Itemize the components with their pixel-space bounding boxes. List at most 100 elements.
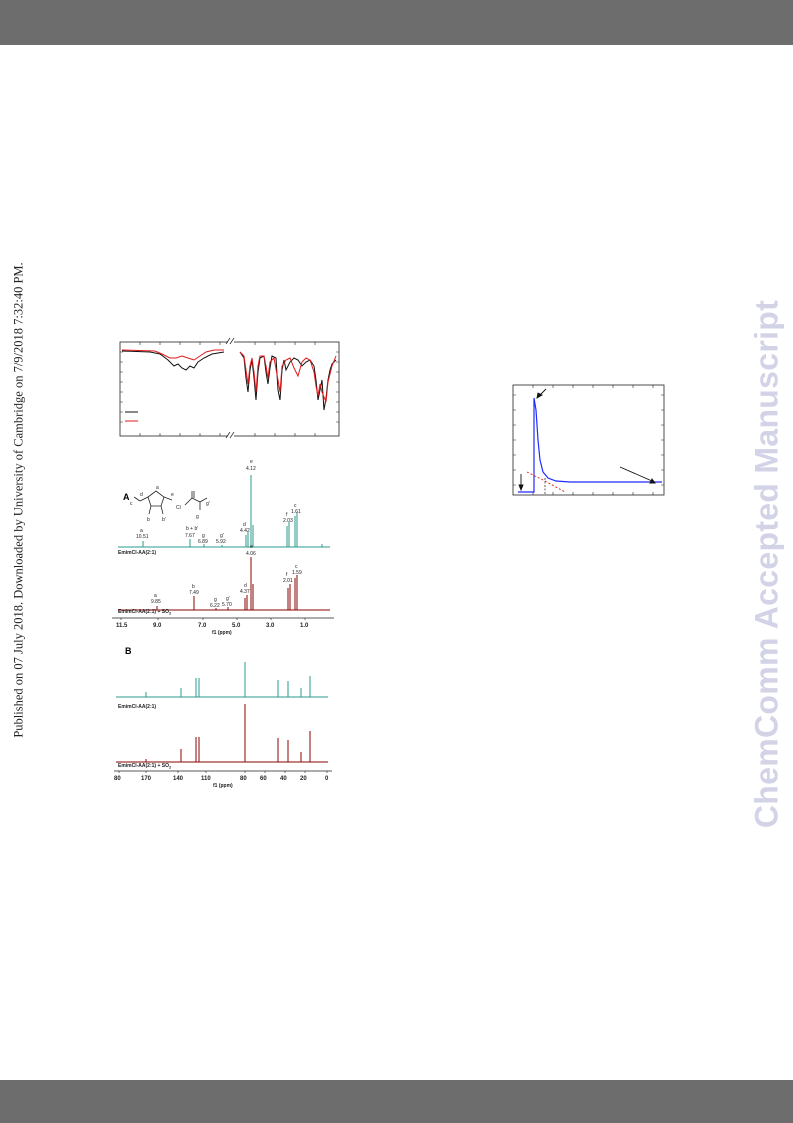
nmr-1h-top-trace-label: EmimCl-AA(2:1)	[118, 550, 156, 556]
svg-text:g: g	[202, 533, 205, 539]
bottom-banner	[0, 1080, 793, 1123]
arrows	[518, 388, 656, 492]
svg-text:4.06: 4.06	[246, 551, 256, 557]
svg-text:10.51: 10.51	[136, 534, 149, 540]
tick-label: 80	[240, 776, 247, 782]
svg-text:9.85: 9.85	[151, 599, 161, 605]
top-banner	[0, 0, 793, 45]
tick-label: 60	[260, 776, 267, 782]
nmr-1h-bottom-trace-label: EmimCl-AA(2:1) + SO2	[118, 609, 172, 616]
svg-text:5.70: 5.70	[222, 602, 232, 608]
svg-text:4.37: 4.37	[240, 589, 250, 595]
svg-text:e: e	[171, 492, 174, 498]
nmr-13c-top-trace-label: EmimCl-AA(2:1)	[118, 704, 156, 710]
svg-text:g: g	[214, 597, 217, 603]
svg-text:g: g	[196, 514, 199, 520]
tick-label: 80	[114, 776, 121, 782]
tick-label: 140	[173, 776, 184, 782]
svg-text:7.49: 7.49	[189, 590, 199, 596]
peak-label: g6.22	[210, 597, 220, 609]
svg-text:2.01: 2.01	[283, 578, 293, 584]
peak-label: g'5.92	[216, 533, 226, 545]
axis-label: f1 (ppm)	[213, 783, 233, 789]
svg-text:d: d	[243, 522, 246, 528]
tick-label: 1.0	[300, 623, 309, 629]
svg-text:a: a	[140, 528, 143, 534]
svg-text:1.61: 1.61	[291, 509, 301, 515]
svg-text:b: b	[147, 517, 150, 523]
svg-text:6.89: 6.89	[198, 539, 208, 545]
svg-text:d: d	[140, 492, 143, 498]
svg-text:e: e	[250, 459, 253, 465]
peak-label: g6.89	[198, 533, 208, 545]
peak-label: d4.42	[240, 522, 250, 534]
axis-label: f1 (ppm)	[212, 630, 232, 636]
tick-label: 3.0	[266, 623, 275, 629]
nmr-1h-top-peaks: a10.51 b + b'7.67 g6.89 g'5.92 d4.42 e4.…	[136, 459, 301, 545]
nmr-13c-axis: 80 170 140 110 80 60 40 20 0 f1 (ppm)	[114, 770, 332, 789]
absorption-frame	[512, 384, 665, 496]
svg-text:f: f	[286, 512, 288, 518]
panel-label-a: A	[123, 492, 130, 502]
ftir-trace-red	[121, 349, 337, 403]
tick-label: 5.0	[232, 623, 241, 629]
nmr-1h-top-trace	[118, 475, 330, 548]
peak-label: g'5.70	[222, 596, 232, 608]
tick-label: 9.0	[153, 623, 162, 629]
svg-text:b': b'	[162, 517, 166, 523]
peak-label: e4.12	[246, 459, 256, 472]
svg-text:b: b	[192, 584, 195, 590]
peak-label: f2.01	[283, 572, 293, 584]
svg-text:a: a	[154, 593, 157, 599]
nmr-13c-top-trace	[116, 662, 328, 698]
ftir-frame	[119, 337, 340, 440]
svg-text:c: c	[130, 501, 133, 507]
peak-label: d4.37	[240, 583, 250, 595]
panel-label-b: B	[125, 646, 132, 656]
tick-label: 11.5	[116, 623, 128, 629]
tick-label: 40	[280, 776, 287, 782]
peak-label: b7.49	[189, 584, 199, 596]
peak-label: e4.06	[246, 544, 256, 557]
svg-text:a: a	[156, 485, 159, 491]
absorption-curve	[518, 397, 662, 493]
svg-text:4.12: 4.12	[246, 466, 256, 472]
svg-text:6.22: 6.22	[210, 603, 220, 609]
structure-drawing	[133, 490, 208, 515]
peak-label: a10.51	[136, 528, 149, 540]
nmr-13c-bottom-trace	[116, 704, 328, 763]
svg-text:4.42: 4.42	[240, 528, 250, 534]
structure-labels: c d e b b' a Cl g g'	[130, 485, 210, 523]
tick-label: 7.0	[198, 623, 207, 629]
svg-text:e: e	[250, 544, 253, 550]
svg-text:1.59: 1.59	[292, 570, 302, 576]
svg-text:d: d	[244, 583, 247, 589]
nmr-1h-axis: 11.5 9.0 7.0 5.0 3.0 1.0 f1 (ppm)	[112, 617, 334, 636]
svg-text:7.67: 7.67	[185, 533, 195, 539]
peak-label: c1.61	[291, 503, 301, 515]
tick-label: 110	[201, 776, 211, 782]
peak-label: c1.59	[292, 564, 302, 576]
svg-text:2.03: 2.03	[283, 518, 293, 524]
tick-label: 170	[141, 776, 152, 782]
svg-text:5.92: 5.92	[216, 539, 226, 545]
svg-text:c: c	[294, 503, 297, 509]
peak-label: a9.85	[151, 593, 161, 605]
svg-text:f: f	[286, 572, 288, 578]
tick-label: 20	[300, 776, 307, 782]
svg-text:g': g'	[226, 596, 230, 602]
nmr-1h-bottom-trace	[118, 557, 330, 611]
svg-text:g': g'	[206, 501, 210, 507]
svg-text:b + b': b + b'	[186, 526, 198, 532]
svg-text:Cl: Cl	[176, 505, 181, 511]
peak-label: f2.03	[283, 512, 293, 524]
svg-text:g': g'	[220, 533, 224, 539]
nmr-1h-bottom-peaks: a9.85 b7.49 g6.22 g'5.70 d4.37 e4.06 f2.…	[151, 544, 302, 609]
peak-label: b + b'7.67	[185, 526, 198, 539]
fit-line	[526, 471, 566, 493]
tick-label: 0	[325, 776, 329, 782]
ftir-legend	[125, 411, 138, 422]
